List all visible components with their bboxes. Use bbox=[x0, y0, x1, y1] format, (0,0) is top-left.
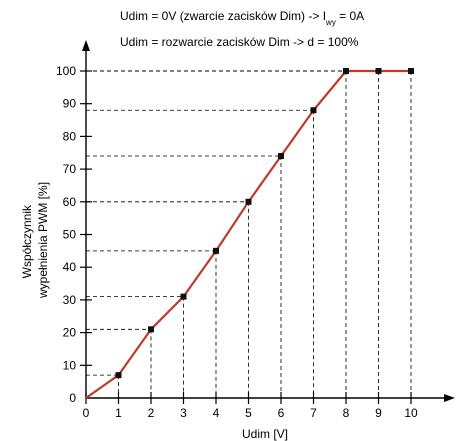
x-tick-label: 10 bbox=[404, 406, 418, 420]
y-tick-label: 100 bbox=[56, 64, 76, 78]
annotation-1-tail: = 0A bbox=[336, 9, 364, 23]
x-tick-label: 3 bbox=[180, 406, 187, 420]
y-tick-label: 50 bbox=[63, 228, 77, 242]
x-tick-label: 6 bbox=[278, 406, 285, 420]
x-tick-label: 4 bbox=[213, 406, 220, 420]
y-ticks: 10 20 30 40 50 60 70 80 90 100 0 bbox=[56, 64, 92, 405]
y-tick-label: 40 bbox=[63, 260, 77, 274]
data-point bbox=[408, 68, 414, 74]
x-tick-label: 0 bbox=[83, 406, 90, 420]
x-tick-label: 2 bbox=[148, 406, 155, 420]
y-tick-label: 60 bbox=[63, 195, 77, 209]
data-point bbox=[245, 198, 252, 205]
y-tick-label: 10 bbox=[63, 358, 77, 372]
y-axis-title-line-2: wypełnienia PWM [%] bbox=[36, 182, 50, 299]
x-tick-label: 1 bbox=[115, 406, 122, 420]
x-tick-label: 7 bbox=[310, 406, 317, 420]
y-axis-title: Współczynnik wypełnienia PWM [%] bbox=[20, 182, 50, 299]
annotation-1-subscript: wy bbox=[325, 18, 336, 27]
data-point bbox=[343, 68, 349, 74]
y-tick-label: 90 bbox=[63, 97, 77, 111]
axes bbox=[82, 40, 455, 402]
y-tick-label: 80 bbox=[63, 129, 77, 143]
guide-lines bbox=[86, 70, 412, 398]
data-point bbox=[375, 68, 382, 74]
y-tick-label: 70 bbox=[63, 162, 77, 176]
data-point bbox=[278, 153, 284, 160]
y-axis-title-line-1: Współczynnik bbox=[20, 204, 34, 278]
x-tick-label: 9 bbox=[375, 406, 382, 420]
x-axis-title: Udim [V] bbox=[242, 427, 288, 441]
x-tick-label: 5 bbox=[245, 406, 252, 420]
data-point bbox=[115, 372, 122, 379]
y-tick-label: 30 bbox=[63, 293, 77, 307]
data-point bbox=[148, 326, 154, 333]
x-tick-label: 8 bbox=[343, 406, 350, 420]
data-point bbox=[180, 293, 187, 300]
y-axis-arrow bbox=[82, 40, 90, 51]
y-tick-label: 0 bbox=[69, 391, 76, 405]
data-point bbox=[310, 107, 317, 114]
annotation-1: Udim = 0V (zwarcie zacisków Dim) -> Iwy … bbox=[120, 9, 364, 27]
y-tick-label: 20 bbox=[63, 326, 77, 340]
annotation-2: Udim = rozwarcie zacisków Dim -> d = 100… bbox=[120, 35, 359, 49]
x-axis-arrow bbox=[444, 394, 455, 402]
x-ticks: 0 1 2 3 4 5 6 7 8 9 10 bbox=[83, 392, 418, 420]
series bbox=[85, 68, 414, 399]
data-point bbox=[213, 247, 219, 254]
